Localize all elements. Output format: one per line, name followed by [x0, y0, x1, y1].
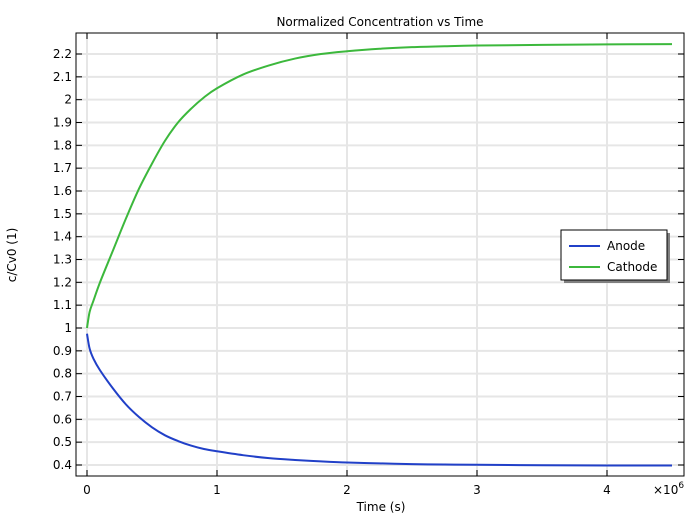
x-tick-label: 4 — [603, 483, 611, 497]
y-tick-label: 0.9 — [53, 344, 72, 358]
data-series — [86, 43, 673, 467]
series-line-anode — [86, 333, 673, 467]
x-tick-label: 2 — [343, 483, 351, 497]
y-tick-label: 0.8 — [53, 367, 72, 381]
x-axis-label: Time (s) — [356, 500, 406, 514]
y-tick-label: 1.7 — [53, 161, 72, 175]
y-tick-label: 2.1 — [53, 70, 72, 84]
x-tick-labels: 0 1 2 3 4 — [83, 483, 611, 497]
plot-frame — [75, 32, 685, 477]
y-tick-label: 0.6 — [53, 412, 72, 426]
y-tick-label: 1.6 — [53, 184, 72, 198]
x-multiplier: ×106 — [653, 481, 684, 497]
y-tick-label: 0.7 — [53, 390, 72, 404]
y-tick-label: 1.3 — [53, 253, 72, 267]
y-tick-label: 0.5 — [53, 435, 72, 449]
y-tick-label: 1.2 — [53, 275, 72, 289]
y-tick-label: 1.9 — [53, 116, 72, 130]
chart-title: Normalized Concentration vs Time — [276, 15, 483, 29]
y-tick-label: 1.8 — [53, 138, 72, 152]
y-tick-label: 1 — [64, 321, 72, 335]
grid-lines — [76, 33, 684, 476]
x-tick-label: 1 — [213, 483, 221, 497]
legend-box — [560, 229, 668, 281]
y-tick-label: 1.4 — [53, 230, 72, 244]
series-line-cathode — [86, 43, 673, 329]
y-axis-label: c/Cv0 (1) — [5, 228, 19, 283]
y-tick-label: 0.4 — [53, 458, 72, 472]
legend-label-cathode: Cathode — [607, 260, 657, 274]
legend: Anode Cathode — [560, 229, 670, 283]
y-tick-label: 1.1 — [53, 298, 72, 312]
y-tick-label: 2.2 — [53, 47, 72, 61]
y-tick-label: 1.5 — [53, 207, 72, 221]
x-tick-label: 3 — [473, 483, 481, 497]
x-tick-label: 0 — [83, 483, 91, 497]
axis-ticks — [76, 33, 684, 476]
legend-label-anode: Anode — [607, 239, 645, 253]
y-tick-label: 2 — [64, 93, 72, 107]
y-tick-labels: 0.4 0.5 0.6 0.7 0.8 0.9 1 1.1 1.2 1.3 1.4 1.5 1.6 1.7… — [53, 47, 72, 472]
